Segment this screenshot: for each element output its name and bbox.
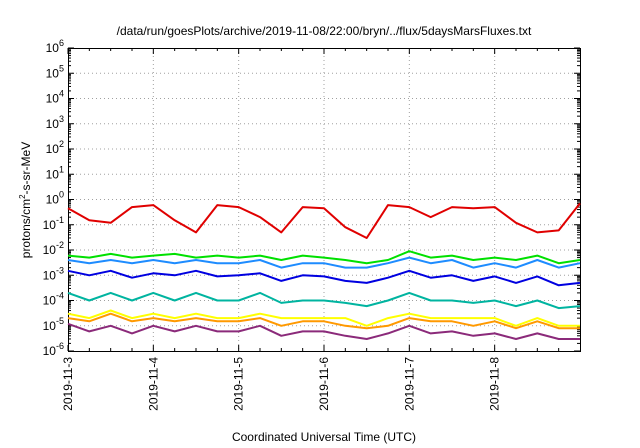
x-tick-label: 2019-11-5 [232,357,246,411]
y-tick-label: 105 [46,63,64,80]
y-tick-label: 103 [46,114,64,131]
x-axis-ticks: 2019-11-3 2019-11-4 2019-11-5 2019-11-6 2019… [61,48,560,411]
x-tick-label: 2019-11-8 [488,357,502,411]
y-tick-label: 102 [46,139,64,156]
series-line [67,309,580,327]
series-line [67,256,581,269]
y-tick-label: 10-4 [43,291,64,308]
series-line [67,250,581,265]
y-axis-ticks: 10-6 10-5 10-4 10-3 10-2 10-1 100 101 102 103 104 1… [43,38,580,358]
y-tick-label: 100 [46,190,64,207]
y-tick-label: 10-5 [43,316,64,333]
y-tick-label: 10-2 [43,240,64,257]
series-line [67,202,581,239]
y-tick-label: 10-1 [43,215,64,232]
y-tick-label: 104 [46,89,64,106]
y-tick-label: 10-3 [43,265,64,282]
series-line [67,322,580,340]
y-axis-label: protons/cm2-s-sr-MeV [18,142,33,258]
y-tick-label: 10-6 [43,341,64,358]
series-line [67,291,581,310]
grid-lines [68,48,580,351]
series-line [67,312,580,330]
x-tick-label: 2019-11-4 [146,357,160,411]
x-tick-label: 2019-11-7 [402,357,416,411]
x-tick-label: 2019-11-3 [61,357,75,411]
series-line [67,269,581,287]
series-group [67,202,581,340]
y-tick-label: 106 [46,38,64,55]
x-tick-label: 2019-11-6 [317,357,331,411]
x-axis-label: Coordinated Universal Time (UTC) [232,430,416,444]
chart-title: /data/run/goesPlots/archive/2019-11-08/2… [117,24,532,38]
y-tick-label: 101 [46,164,64,181]
